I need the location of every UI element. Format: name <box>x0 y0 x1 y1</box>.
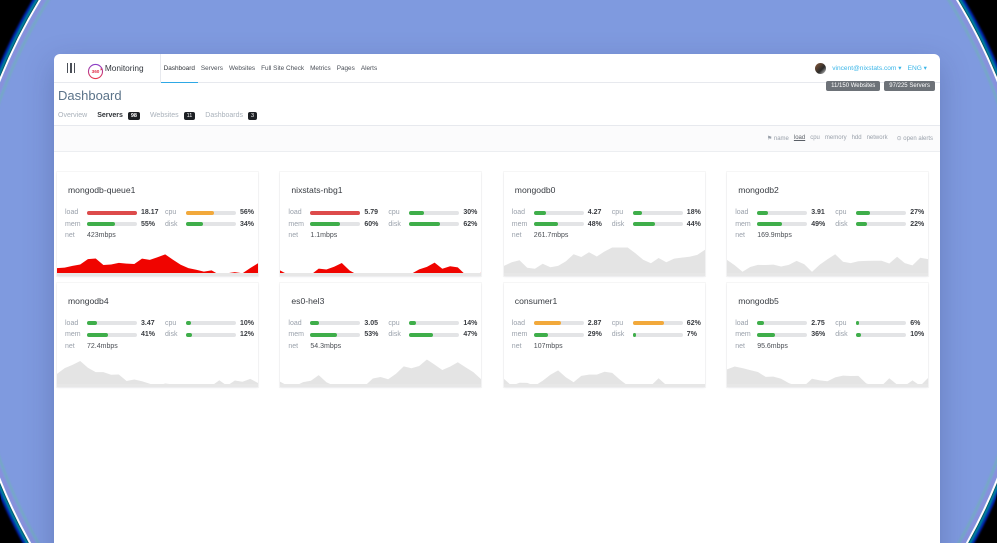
svg-text:360: 360 <box>92 69 100 74</box>
